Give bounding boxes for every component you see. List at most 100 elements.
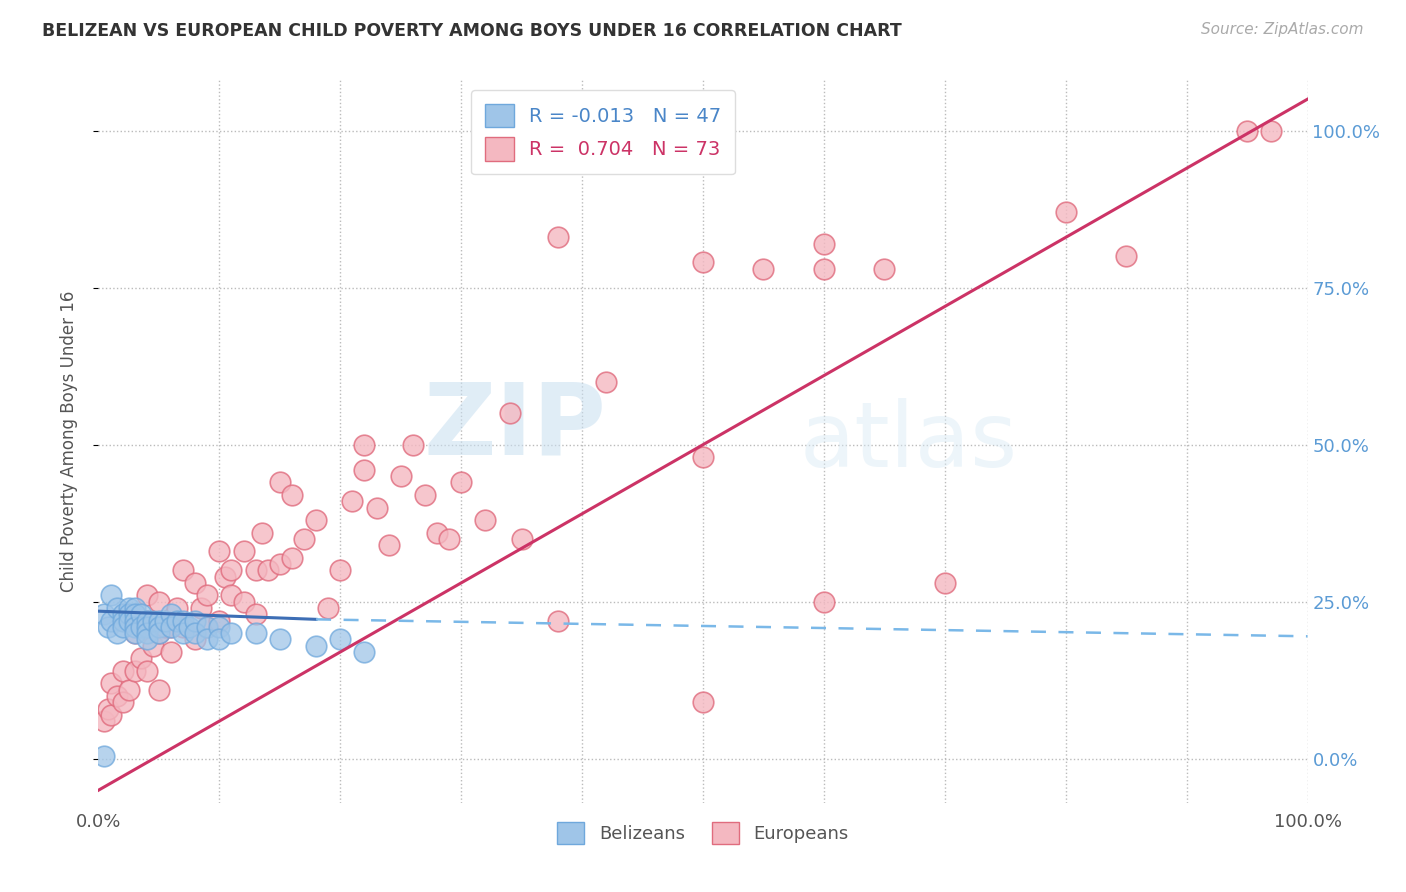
Point	[172, 626, 194, 640]
Point	[118, 607, 141, 622]
Point	[1236, 123, 1258, 137]
Point	[305, 639, 328, 653]
Point	[221, 626, 243, 640]
Point	[256, 563, 278, 577]
Point	[195, 589, 218, 603]
Point	[100, 614, 122, 628]
Point	[547, 230, 569, 244]
Point	[813, 595, 835, 609]
Point	[934, 575, 956, 590]
Point	[292, 532, 315, 546]
Point	[124, 614, 146, 628]
Point	[111, 664, 134, 678]
Point	[105, 689, 128, 703]
Point	[208, 544, 231, 558]
Point	[148, 614, 170, 628]
Point	[105, 601, 128, 615]
Point	[232, 544, 254, 558]
Point	[148, 595, 170, 609]
Point	[813, 236, 835, 251]
Point	[142, 614, 165, 628]
Point	[184, 632, 207, 647]
Point	[329, 632, 352, 647]
Point	[281, 488, 304, 502]
Point	[377, 538, 399, 552]
Point	[221, 563, 243, 577]
Point	[129, 620, 152, 634]
Point	[329, 563, 352, 577]
Point	[1260, 123, 1282, 137]
Legend: Belizeans, Europeans: Belizeans, Europeans	[550, 815, 856, 852]
Point	[111, 614, 134, 628]
Point	[148, 620, 170, 634]
Point	[281, 550, 304, 565]
Point	[100, 707, 122, 722]
Text: atlas: atlas	[800, 398, 1018, 485]
Point	[269, 632, 291, 647]
Point	[214, 569, 236, 583]
Point	[148, 626, 170, 640]
Text: ZIP: ZIP	[423, 378, 606, 475]
Point	[813, 261, 835, 276]
Point	[100, 589, 122, 603]
Point	[124, 620, 146, 634]
Point	[124, 607, 146, 622]
Point	[160, 645, 183, 659]
Point	[93, 607, 115, 622]
Point	[135, 620, 157, 634]
Point	[474, 513, 496, 527]
Point	[305, 513, 328, 527]
Point	[366, 500, 388, 515]
Point	[195, 632, 218, 647]
Point	[437, 532, 460, 546]
Point	[1115, 249, 1137, 263]
Point	[208, 620, 231, 634]
Point	[1054, 205, 1077, 219]
Text: BELIZEAN VS EUROPEAN CHILD POVERTY AMONG BOYS UNDER 16 CORRELATION CHART: BELIZEAN VS EUROPEAN CHILD POVERTY AMONG…	[42, 22, 901, 40]
Point	[97, 620, 120, 634]
Text: Source: ZipAtlas.com: Source: ZipAtlas.com	[1201, 22, 1364, 37]
Point	[245, 563, 267, 577]
Point	[595, 375, 617, 389]
Point	[172, 614, 194, 628]
Point	[166, 601, 188, 615]
Point	[547, 614, 569, 628]
Point	[232, 595, 254, 609]
Point	[93, 714, 115, 728]
Point	[413, 488, 436, 502]
Point	[118, 614, 141, 628]
Point	[510, 532, 533, 546]
Point	[118, 601, 141, 615]
Point	[250, 525, 273, 540]
Point	[221, 589, 243, 603]
Point	[245, 607, 267, 622]
Point	[166, 614, 188, 628]
Point	[160, 620, 183, 634]
Point	[692, 695, 714, 709]
Point	[129, 607, 152, 622]
Point	[135, 632, 157, 647]
Point	[208, 614, 231, 628]
Point	[184, 575, 207, 590]
Point	[389, 469, 412, 483]
Point	[342, 494, 364, 508]
Point	[184, 614, 207, 628]
Point	[135, 614, 157, 628]
Point	[269, 475, 291, 490]
Point	[118, 682, 141, 697]
Point	[124, 626, 146, 640]
Point	[172, 563, 194, 577]
Point	[105, 626, 128, 640]
Point	[692, 450, 714, 465]
Point	[148, 682, 170, 697]
Point	[124, 626, 146, 640]
Point	[111, 695, 134, 709]
Point	[142, 639, 165, 653]
Point	[269, 557, 291, 571]
Point	[498, 406, 520, 420]
Point	[111, 620, 134, 634]
Point	[153, 614, 176, 628]
Point	[135, 614, 157, 628]
Point	[402, 438, 425, 452]
Point	[129, 651, 152, 665]
